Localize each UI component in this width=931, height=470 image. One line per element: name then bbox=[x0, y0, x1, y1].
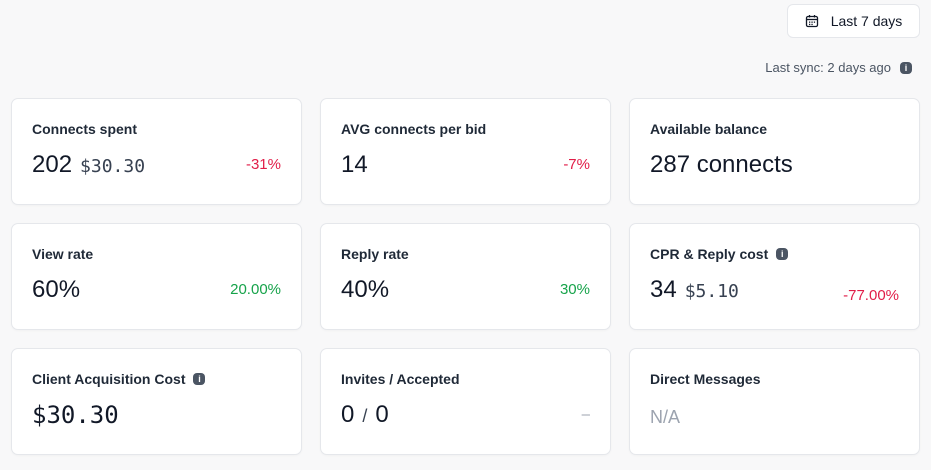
value-separator: / bbox=[362, 406, 368, 426]
card-value: $30.30 bbox=[32, 401, 119, 429]
value-main: 40% bbox=[341, 276, 390, 303]
value-main: 14 bbox=[341, 151, 368, 178]
value-invites: 0 bbox=[341, 401, 355, 428]
card-title: Reply rate bbox=[341, 246, 409, 262]
card-title: Invites / Accepted bbox=[341, 371, 460, 387]
card-value: 60% bbox=[32, 276, 80, 304]
card-title: AVG connects per bid bbox=[341, 121, 487, 137]
card-title-text: CPR & Reply cost bbox=[650, 246, 769, 262]
last-sync: Last sync: 2 days ago i bbox=[765, 60, 912, 75]
metrics-grid: Connects spent 202 $30.30 -31% AVG connec… bbox=[11, 98, 920, 455]
delta: 30% bbox=[559, 281, 590, 298]
card-value: 40% bbox=[341, 276, 389, 304]
card-value: 14 bbox=[341, 151, 368, 179]
last-sync-text: Last sync: 2 days ago bbox=[765, 60, 891, 75]
value-accepted: 0 bbox=[375, 401, 389, 428]
delta: -7% bbox=[563, 156, 590, 173]
card-available-balance: Available balance 287 connects bbox=[629, 98, 920, 205]
card-value: 202 $30.30 bbox=[32, 151, 145, 179]
card-title: Available balance bbox=[650, 121, 767, 137]
card-client-acquisition-cost: Client Acquisition Cost i $30.30 bbox=[11, 348, 302, 455]
delta: -77.00% bbox=[843, 287, 899, 304]
card-title: Direct Messages bbox=[650, 371, 761, 387]
card-title: CPR & Reply cost i bbox=[650, 246, 789, 262]
card-avg-connects: AVG connects per bid 14 -7% bbox=[320, 98, 611, 205]
card-value: 0 / 0 bbox=[341, 401, 389, 429]
info-icon[interactable]: i bbox=[193, 373, 206, 385]
card-connects-spent: Connects spent 202 $30.30 -31% bbox=[11, 98, 302, 205]
value-main: 287 connects bbox=[650, 151, 793, 178]
card-title: Client Acquisition Cost i bbox=[32, 371, 206, 387]
card-title-text: Client Acquisition Cost bbox=[32, 371, 186, 387]
card-invites-accepted: Invites / Accepted 0 / 0 – bbox=[320, 348, 611, 455]
value-main: $30.30 bbox=[32, 401, 119, 429]
value-main: 34 bbox=[650, 276, 677, 303]
value-main: N/A bbox=[650, 407, 681, 427]
info-icon[interactable]: i bbox=[900, 61, 912, 74]
card-title: View rate bbox=[32, 246, 94, 262]
card-value: 34 $5.10 bbox=[650, 276, 739, 304]
delta: – bbox=[581, 406, 590, 423]
card-value: N/A bbox=[650, 407, 680, 428]
delta: -31% bbox=[245, 156, 281, 173]
info-icon[interactable]: i bbox=[776, 248, 789, 260]
card-title: Connects spent bbox=[32, 121, 138, 137]
card-cpr-reply-cost: CPR & Reply cost i 34 $5.10 -77.00% bbox=[629, 223, 920, 330]
card-view-rate: View rate 60% 20.00% bbox=[11, 223, 302, 330]
date-range-label: Last 7 days bbox=[830, 13, 903, 29]
card-value: 287 connects bbox=[650, 151, 793, 179]
value-main: 202 bbox=[32, 151, 73, 178]
value-sub: $30.30 bbox=[80, 156, 146, 177]
delta: 20.00% bbox=[230, 281, 281, 298]
date-range-button[interactable]: Last 7 days bbox=[787, 4, 920, 38]
calendar-icon bbox=[805, 15, 818, 28]
card-reply-rate: Reply rate 40% 30% bbox=[320, 223, 611, 330]
card-direct-messages: Direct Messages N/A bbox=[629, 348, 920, 455]
value-main: 60% bbox=[32, 276, 81, 303]
value-sub: $5.10 bbox=[684, 281, 739, 302]
